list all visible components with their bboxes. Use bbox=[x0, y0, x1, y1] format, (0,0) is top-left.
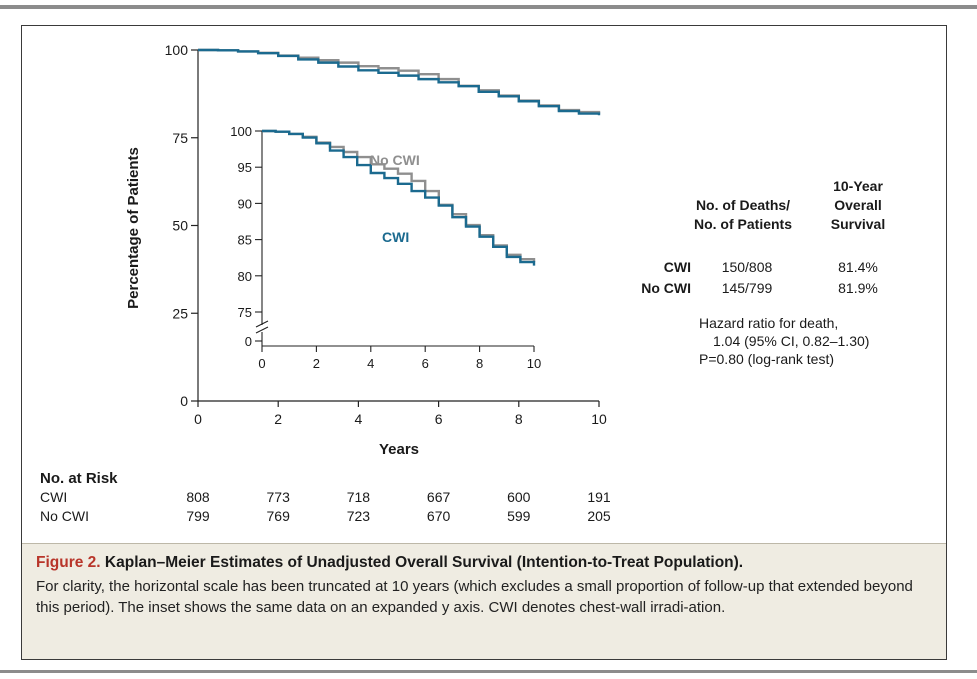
inset-y-tick-label: 80 bbox=[238, 269, 252, 284]
risk-row-label: No CWI bbox=[40, 508, 89, 524]
main-x-tick-label: 4 bbox=[355, 411, 363, 427]
survival-header-line-1: 10-Year bbox=[833, 178, 883, 194]
stats-row-deaths: 145/799 bbox=[722, 280, 773, 296]
inset-y-tick-label: 75 bbox=[238, 305, 252, 320]
hazard-ratio-line-2: 1.04 (95% CI, 0.82–1.30) bbox=[713, 333, 869, 349]
inset-x-tick-label: 0 bbox=[258, 356, 265, 371]
caption-body: For clarity, the horizontal scale has be… bbox=[36, 578, 913, 616]
risk-value: 205 bbox=[587, 508, 611, 524]
inset-y-tick-label: 90 bbox=[238, 196, 252, 211]
bottom-rule bbox=[0, 670, 977, 673]
risk-value: 769 bbox=[267, 508, 291, 524]
top-rule bbox=[0, 5, 977, 9]
risk-value: 773 bbox=[267, 489, 291, 505]
risk-value: 718 bbox=[347, 489, 371, 505]
caption-title-line: Figure 2. Kaplan–Meier Estimates of Unad… bbox=[36, 553, 932, 573]
main-y-axis-label: Percentage of Patients bbox=[125, 147, 142, 309]
stats-row-group: CWI bbox=[664, 259, 691, 275]
risk-value: 670 bbox=[427, 508, 451, 524]
inset-x-tick-label: 4 bbox=[367, 356, 374, 371]
stats-row-group: No CWI bbox=[641, 280, 691, 296]
main-x-axis-label: Years bbox=[379, 441, 419, 458]
risk-value: 799 bbox=[186, 508, 210, 524]
stats-table: No. of Deaths/ No. of Patients 10-Year O… bbox=[641, 178, 885, 367]
main-y-tick-label: 75 bbox=[172, 130, 188, 146]
inset-label-cwi: CWI bbox=[382, 229, 409, 245]
survival-header-line-2: Overall bbox=[834, 197, 881, 213]
main-y-tick-label: 50 bbox=[172, 218, 188, 234]
caption-title: Kaplan–Meier Estimates of Unadjusted Ove… bbox=[100, 554, 744, 571]
inset-x-tick-label: 8 bbox=[476, 356, 483, 371]
main-x-tick-label: 8 bbox=[515, 411, 523, 427]
risk-row-label: CWI bbox=[40, 489, 67, 505]
inset-y-tick-label: 85 bbox=[238, 233, 252, 248]
inset-y-tick-label: 0 bbox=[245, 334, 252, 349]
p-value-line: P=0.80 (log-rank test) bbox=[699, 351, 834, 367]
figure-caption: Figure 2. Kaplan–Meier Estimates of Unad… bbox=[22, 543, 946, 659]
main-x-tick-label: 10 bbox=[591, 411, 607, 427]
risk-value: 808 bbox=[186, 489, 210, 505]
survival-header-line-3: Survival bbox=[831, 216, 885, 232]
risk-value: 667 bbox=[427, 489, 451, 505]
inset-x-tick-label: 6 bbox=[422, 356, 429, 371]
stats-row-deaths: 150/808 bbox=[722, 259, 773, 275]
inset-axis-break-mark bbox=[255, 320, 269, 334]
risk-value: 600 bbox=[507, 489, 531, 505]
risk-value: 599 bbox=[507, 508, 531, 524]
deaths-header-line-1: No. of Deaths/ bbox=[696, 197, 790, 213]
risk-table: No. at Risk CWI No CWI 808 773 718 667 600 19… bbox=[40, 470, 611, 524]
inset-x-tick-label: 10 bbox=[527, 356, 541, 371]
inset-curve-cwi bbox=[262, 129, 536, 266]
caption-figure-label: Figure 2. bbox=[36, 554, 101, 571]
main-y-tick-label: 0 bbox=[180, 393, 188, 409]
stats-row-survival: 81.4% bbox=[838, 259, 878, 275]
inset-label-no-cwi: No CWI bbox=[370, 152, 420, 168]
stats-row-survival: 81.9% bbox=[838, 280, 878, 296]
risk-value: 191 bbox=[587, 489, 611, 505]
risk-value: 723 bbox=[347, 508, 371, 524]
main-y-tick-label: 100 bbox=[165, 42, 189, 58]
inset-y-tick-label: 100 bbox=[230, 124, 252, 139]
inset-x-tick-label: 2 bbox=[313, 356, 320, 371]
main-curve-cwi bbox=[198, 48, 601, 116]
risk-table-title: No. at Risk bbox=[40, 470, 118, 487]
main-x-tick-label: 0 bbox=[194, 411, 202, 427]
hazard-ratio-line-1: Hazard ratio for death, bbox=[699, 315, 838, 331]
inset-y-tick-label: 95 bbox=[238, 160, 252, 175]
main-x-tick-label: 2 bbox=[274, 411, 282, 427]
inset-axes: 0 75 80 85 90 95 100 0 2 4 6 8 10 bbox=[230, 124, 541, 371]
main-y-tick-label: 25 bbox=[172, 305, 188, 321]
main-x-tick-label: 6 bbox=[435, 411, 443, 427]
deaths-header-line-2: No. of Patients bbox=[694, 216, 792, 232]
